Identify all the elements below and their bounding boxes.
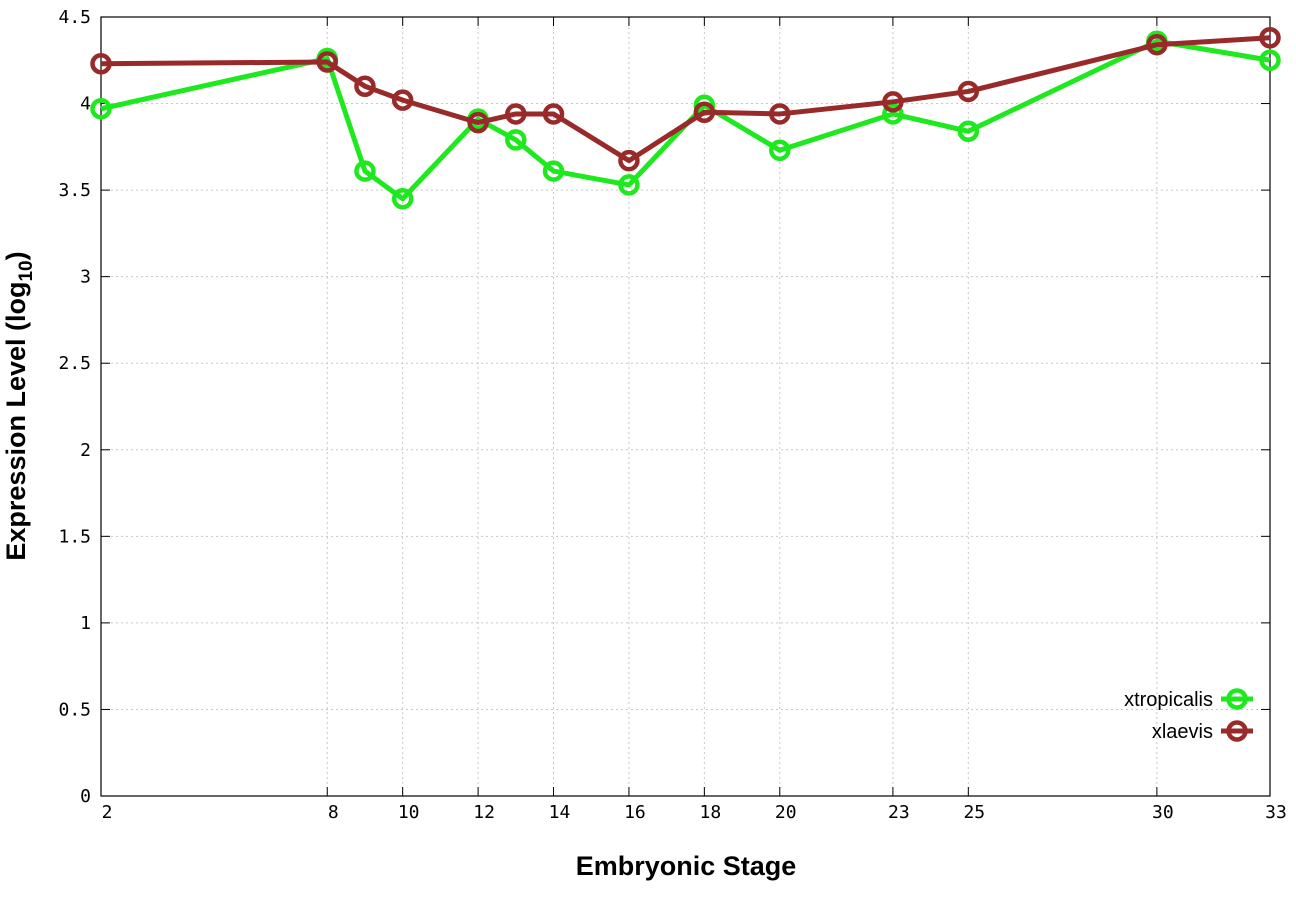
data-point-xtropicalis: [1259, 49, 1281, 72]
data-point-xlaevis: [505, 103, 527, 125]
data-point-xtropicalis: [505, 129, 527, 151]
legend-label-xtropicalis: xtropicalis: [1124, 689, 1213, 711]
data-point-xlaevis: [467, 111, 489, 134]
y-axis-title-subscript: 10: [16, 260, 37, 281]
x-tick-label: 18: [700, 802, 722, 823]
x-tick-label: 23: [888, 802, 910, 823]
axes: 2 8 10 12 14 16 18 20 23 25 30 33 0 0.5 1 1.5 2 2.5 3 3.5 4 4…: [58, 7, 1286, 823]
data-point-xtropicalis: [769, 139, 791, 162]
x-tick-label: 10: [398, 802, 420, 823]
legend: xtropicalis xlaevis: [1124, 688, 1253, 743]
y-tick-label: 3: [80, 267, 91, 288]
y-tick-label: 2.5: [58, 353, 91, 374]
x-tick-label: 25: [963, 802, 985, 823]
x-tick-label: 33: [1265, 802, 1287, 823]
data-point-xlaevis: [693, 101, 716, 123]
y-tick-label: 4: [80, 94, 91, 115]
data-point-xtropicalis: [957, 120, 980, 143]
x-tick-label: 14: [549, 802, 571, 823]
y-axis-title: Expression Level (log10): [1, 251, 37, 560]
y-tick-label: 4.5: [58, 7, 91, 28]
x-tick-label: 30: [1152, 802, 1174, 823]
legend-marker-xlaevis: [1226, 720, 1248, 742]
legend-label-xlaevis: xlaevis: [1152, 721, 1213, 743]
y-tick-label: 1.5: [58, 526, 91, 547]
y-tick-label: 0: [80, 786, 91, 807]
data-point-xlaevis: [1146, 33, 1168, 56]
data-point-xlaevis: [354, 75, 376, 97]
data-point-xlaevis: [957, 80, 980, 103]
data-point-xtropicalis: [542, 160, 565, 182]
x-tick-label: 20: [775, 802, 797, 823]
data-point-xtropicalis: [354, 160, 376, 182]
data-point-xlaevis: [542, 103, 565, 125]
x-tick-label: 16: [624, 802, 646, 823]
x-axis-title: Embryonic Stage: [576, 851, 797, 881]
x-tick-label: 8: [328, 802, 339, 823]
plot-frame: [100, 16, 1271, 797]
data-point-xtropicalis: [391, 188, 414, 210]
legend-marker-xtropicalis: [1226, 688, 1248, 710]
data-point-xlaevis: [90, 52, 112, 75]
data-point-xtropicalis: [90, 97, 112, 120]
data-point-xlaevis: [882, 91, 904, 113]
x-tick-label: 2: [102, 802, 113, 823]
data-series: [90, 27, 1281, 210]
data-point-xlaevis: [1259, 27, 1281, 49]
y-axis-title-main: Expression Level (log: [1, 282, 31, 561]
data-point-xlaevis: [316, 51, 339, 73]
y-tick-label: 0.5: [58, 699, 91, 720]
data-point-xtropicalis: [618, 174, 640, 196]
data-point-xtropicalis: [882, 103, 904, 125]
y-tick-label: 1: [80, 613, 91, 634]
data-point-xlaevis: [391, 89, 414, 111]
x-tick-label: 12: [473, 802, 495, 823]
y-axis-title-close: ): [1, 251, 31, 260]
data-point-xlaevis: [769, 103, 791, 125]
data-point-xlaevis: [618, 149, 640, 172]
y-tick-label: 3.5: [58, 180, 91, 201]
y-tick-label: 2: [80, 440, 91, 461]
